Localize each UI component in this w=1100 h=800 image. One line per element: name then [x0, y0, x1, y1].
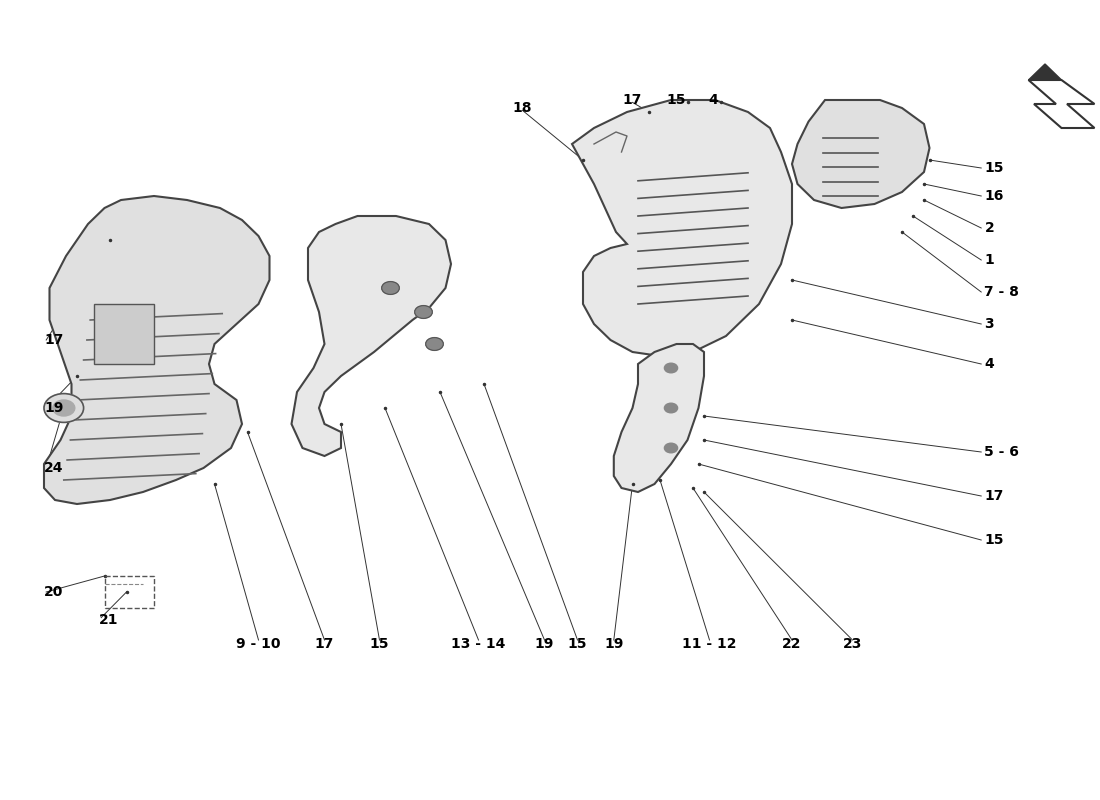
Text: 24: 24: [44, 461, 64, 475]
Text: 2: 2: [984, 221, 994, 235]
PathPatch shape: [614, 344, 704, 492]
Text: 15: 15: [667, 93, 686, 107]
Circle shape: [426, 338, 443, 350]
Text: 18: 18: [513, 101, 532, 115]
Circle shape: [382, 282, 399, 294]
Text: 21: 21: [99, 613, 119, 627]
Circle shape: [664, 363, 678, 373]
Text: 16: 16: [984, 189, 1004, 203]
Text: 15: 15: [568, 637, 587, 651]
Text: 7 - 8: 7 - 8: [984, 285, 1020, 299]
Text: 17: 17: [315, 637, 334, 651]
Text: 1: 1: [984, 253, 994, 267]
Text: 15: 15: [984, 533, 1004, 547]
Circle shape: [44, 394, 84, 422]
Text: 9 - 10: 9 - 10: [236, 637, 280, 651]
PathPatch shape: [792, 100, 930, 208]
Text: 4: 4: [984, 357, 994, 371]
Text: 17: 17: [44, 333, 64, 347]
Circle shape: [53, 400, 75, 416]
Text: 19: 19: [44, 401, 64, 415]
Text: 11 - 12: 11 - 12: [682, 637, 737, 651]
Text: 15: 15: [370, 637, 389, 651]
Text: 15: 15: [984, 161, 1004, 175]
Polygon shape: [1028, 64, 1062, 80]
Text: 17: 17: [984, 489, 1004, 503]
Text: 17: 17: [623, 93, 642, 107]
PathPatch shape: [572, 100, 792, 356]
Text: 5 - 6: 5 - 6: [984, 445, 1020, 459]
Text: 4: 4: [708, 93, 717, 107]
Text: 19: 19: [535, 637, 554, 651]
PathPatch shape: [94, 304, 154, 364]
Circle shape: [664, 403, 678, 413]
PathPatch shape: [292, 216, 451, 456]
Text: 23: 23: [843, 637, 862, 651]
Text: 13 - 14: 13 - 14: [451, 637, 506, 651]
Text: 20: 20: [44, 585, 64, 599]
Text: 22: 22: [782, 637, 802, 651]
Text: 19: 19: [604, 637, 624, 651]
PathPatch shape: [44, 196, 270, 504]
Text: 3: 3: [984, 317, 994, 331]
Circle shape: [664, 443, 678, 453]
Circle shape: [415, 306, 432, 318]
